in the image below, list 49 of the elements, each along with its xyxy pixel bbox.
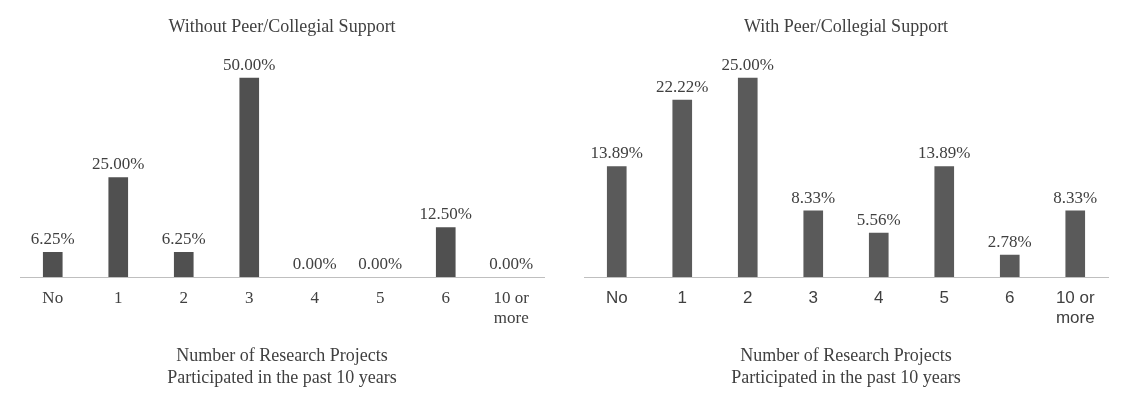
data-label: 0.00% [489,253,534,273]
x-tick-label: 4 [310,287,320,307]
bar [999,254,1020,277]
data-label: 12.50% [419,204,472,224]
x-tick-label: 6 [1005,287,1015,307]
bar [108,177,129,277]
x-axis-title: Number of Research Projects Participated in the past 10 years [731,345,961,387]
x-tick-label: 5 [376,287,385,307]
x-tick-label: 3 [245,287,254,307]
bar [737,77,758,277]
x-tick-label: 10 or more [493,287,530,328]
data-label: 6.25% [161,229,206,249]
bar [239,77,260,277]
data-label: 8.33% [1053,187,1098,207]
bar [606,166,627,277]
x-tick-label: No [42,287,64,307]
x-tick-label: 1 [114,287,123,307]
data-label: 8.33% [791,187,836,207]
data-label: 13.89% [918,143,971,163]
x-axis-title: Number of Research Projects Participated in the past 10 years [167,345,397,387]
data-label: 0.00% [358,253,403,273]
x-tick-label: 5 [939,287,949,307]
bar [672,99,693,277]
data-label: 25.00% [721,54,774,74]
data-label: 2.78% [987,231,1032,251]
x-tick-label: 1 [677,287,687,307]
bar [868,232,889,277]
data-label: 5.56% [856,209,901,229]
bar [803,210,824,277]
chart-title: With Peer/Collegial Support [743,15,949,36]
x-tick-label: No [605,287,628,307]
x-tick-label: 4 [874,287,884,307]
x-tick-label: 3 [808,287,818,307]
bar [1065,210,1086,277]
x-tick-label: 6 [441,287,450,307]
data-label: 22.22% [656,76,709,96]
bar [42,252,63,277]
bar [173,252,194,277]
bar [435,227,456,277]
x-tick-label: 10 or more [1055,287,1095,328]
data-label: 6.25% [30,229,75,249]
data-label: 13.89% [590,143,643,163]
data-label: 25.00% [92,154,145,174]
data-label: 50.00% [223,54,276,74]
bar [934,166,955,277]
x-tick-label: 2 [179,287,188,307]
x-tick-label: 2 [743,287,753,307]
chart-title: Without Peer/Collegial Support [168,15,396,36]
data-label: 0.00% [292,253,337,273]
